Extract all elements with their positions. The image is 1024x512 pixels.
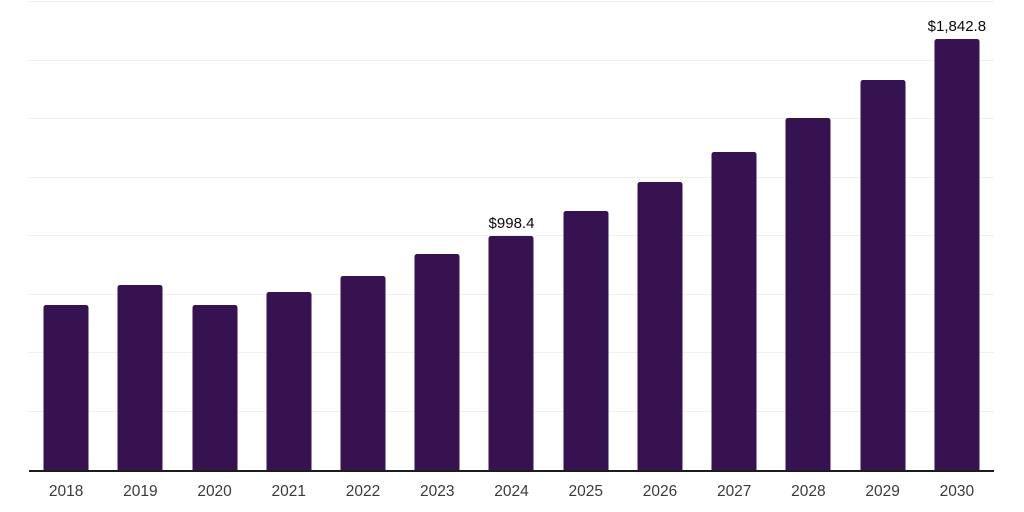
bar-2024: $998.4 [489, 216, 534, 470]
bar-band-2018 [29, 2, 103, 470]
bar-band-2023 [400, 2, 474, 470]
bar-2026 [637, 182, 683, 470]
bar-band-2029 [846, 2, 920, 470]
bar-band-2019 [103, 2, 177, 470]
bar-band-2027 [697, 2, 771, 470]
x-tick-label-2019: 2019 [123, 483, 158, 500]
x-tick-label-2026: 2026 [642, 483, 678, 500]
gridline [29, 1, 994, 2]
x-tick-label-2029: 2029 [865, 483, 900, 500]
bar-band-2021 [252, 2, 326, 470]
x-tick-label-2027: 2027 [716, 483, 752, 500]
bar-band-2030: $1,842.8 [920, 2, 994, 470]
x-tick-label-2028: 2028 [791, 483, 826, 500]
bar-2025 [563, 211, 609, 470]
gridline [29, 118, 994, 119]
bar-2023 [414, 253, 460, 470]
gridline [29, 176, 994, 178]
bar-band-2022 [326, 2, 400, 470]
gridline [29, 59, 994, 61]
bar-band-2028 [771, 2, 845, 470]
x-axis: 2018 2019 2020 2021 2022 2023 2024 2025 2026 2027… [29, 484, 994, 502]
bar-band-2024: $998.4 [474, 2, 548, 470]
bar-value-label-2030: $1,842.8 [927, 17, 987, 35]
plot-area: $998.4 $1,842.8 [29, 1, 994, 470]
x-tick-label-2018: 2018 [48, 483, 84, 500]
bar-value-label-2024: $998.4 [488, 215, 535, 233]
x-tick-label-2023: 2023 [420, 483, 455, 500]
gridline [29, 235, 994, 236]
bar-2021 [266, 291, 312, 470]
bar-2020 [192, 305, 238, 470]
bar-2028 [785, 117, 831, 470]
bar-band-2025 [549, 2, 623, 470]
bar-band-2020 [177, 2, 251, 470]
x-tick-label-2024: 2024 [494, 483, 529, 500]
x-axis-line [29, 470, 994, 472]
bar-2030: $1,842.8 [928, 19, 986, 470]
x-tick-label-2020: 2020 [197, 483, 232, 500]
x-tick-label-2025: 2025 [568, 483, 603, 500]
bar-2029 [860, 79, 906, 470]
bar-2019 [117, 284, 163, 470]
bar-2022 [340, 276, 386, 470]
x-tick-label-2021: 2021 [271, 483, 307, 500]
x-tick-label-2022: 2022 [345, 483, 381, 500]
bar-2027 [711, 151, 757, 470]
bar-band-2026 [623, 2, 697, 470]
x-tick-label-2030: 2030 [939, 483, 975, 500]
bar-2018 [43, 304, 89, 470]
